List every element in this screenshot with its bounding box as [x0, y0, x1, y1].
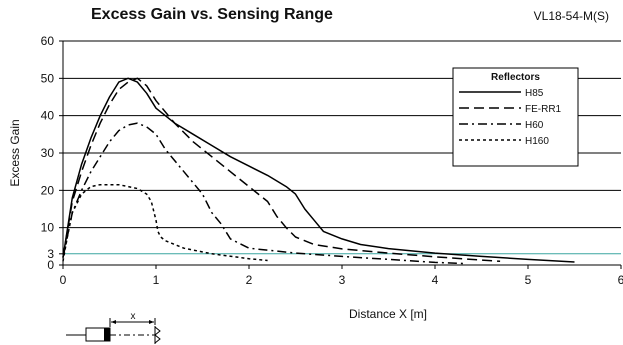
x-tick-label-6: 6: [618, 273, 623, 287]
x-axis-label: Distance X [m]: [349, 307, 427, 321]
dimension-arrow-right: [149, 320, 154, 324]
y-axis-ticks: 03 10 20 30 40 50 60: [41, 34, 63, 272]
series-line-fe-rr1: [62, 77, 501, 263]
x-tick-label-2: 2: [246, 273, 253, 287]
legend-label-h60: H60: [525, 120, 544, 131]
y-tick-label-50: 50: [41, 71, 55, 85]
y-tick-label-40: 40: [41, 109, 55, 123]
sensor-reflector-diagram: x: [66, 311, 161, 344]
x-tick-label-3: 3: [339, 273, 346, 287]
y-tick-label-10: 10: [41, 221, 55, 235]
reflector-hatch: [154, 326, 161, 344]
sensor-lens: [104, 328, 110, 341]
legend-label-fe-rr1: FE-RR1: [525, 104, 562, 115]
dimension-arrow-left: [111, 320, 116, 324]
series-line-h60: [62, 122, 463, 265]
y-tick-label-30: 30: [41, 146, 55, 160]
x-tick-label-4: 4: [432, 273, 439, 287]
model-label: VL18-54-M(S): [533, 9, 609, 23]
dimension-label-x: x: [131, 311, 136, 322]
series-line-h85: [62, 77, 575, 263]
series-line-h160: [62, 183, 268, 262]
y-axis-label: Excess Gain: [8, 119, 22, 186]
legend: Reflectors H85 FE-RR1 H60 H160: [452, 67, 579, 167]
y-tick-label-20: 20: [41, 183, 55, 197]
x-tick-label-5: 5: [525, 273, 532, 287]
legend-label-h160: H160: [525, 136, 549, 147]
legend-title: Reflectors: [491, 72, 540, 83]
y-tick-label-60: 60: [41, 34, 55, 48]
y-tick-label-0: 0: [47, 258, 54, 272]
y-tick-label-3: 3: [47, 247, 54, 261]
legend-box: [452, 67, 579, 167]
x-tick-label-0: 0: [60, 273, 67, 287]
x-tick-label-1: 1: [153, 273, 160, 287]
legend-label-h85: H85: [525, 88, 544, 99]
series-lines: [62, 77, 575, 265]
chart-title: Excess Gain vs. Sensing Range: [91, 6, 333, 23]
x-axis-ticks: 0 1 2 3 4 5 6: [60, 265, 623, 287]
